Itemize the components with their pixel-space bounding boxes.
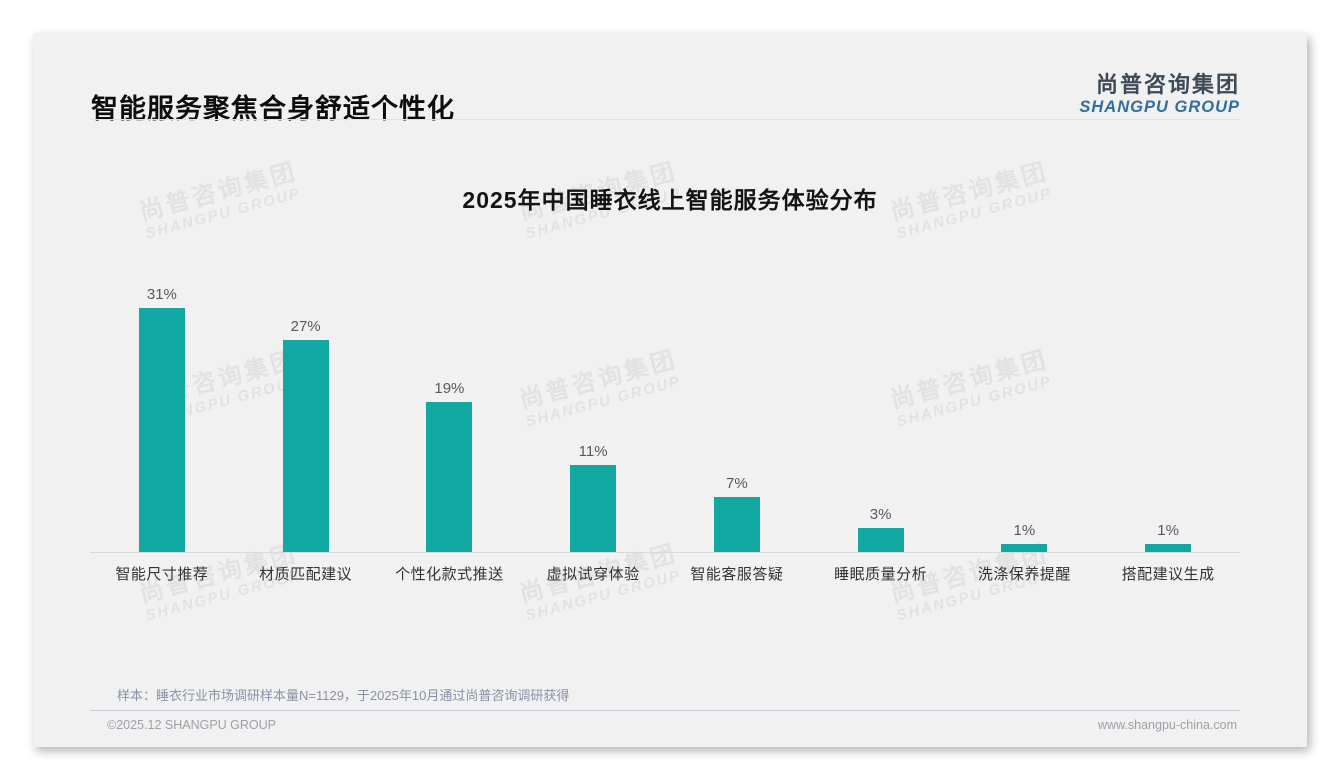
- category-label: 虚拟试穿体验: [546, 566, 640, 583]
- bar-value-label: 1%: [1157, 522, 1179, 539]
- bar: [138, 308, 185, 552]
- category-label: 睡眠质量分析: [834, 566, 928, 583]
- bar-column: 27%: [234, 318, 378, 552]
- category-label: 智能尺寸推荐: [115, 566, 209, 583]
- category-label: 材质匹配建议: [259, 566, 353, 583]
- bar-column: 7%: [665, 475, 809, 552]
- bar: [282, 340, 329, 552]
- category-label: 搭配建议生成: [1121, 566, 1215, 583]
- logo-text-en: SHANGPU GROUP: [1079, 98, 1240, 117]
- bar-value-label: 11%: [578, 443, 608, 460]
- bar: [857, 528, 904, 552]
- x-axis-labels: 智能尺寸推荐 材质匹配建议 个性化款式推送 虚拟试穿体验 智能客服答疑 睡眠质量分析 洗涤保…: [90, 563, 1240, 584]
- bar: [713, 497, 760, 552]
- bar: [1145, 544, 1192, 552]
- footer-divider: [90, 710, 1240, 711]
- bar-column: 19%: [378, 380, 522, 552]
- bar: [1001, 544, 1048, 552]
- chart-title: 2025年中国睡衣线上智能服务体验分布: [462, 187, 878, 213]
- bar-value-label: 27%: [290, 318, 321, 335]
- sample-note: 样本：睡衣行业市场调研样本量N=1129，于2025年10月通过尚普咨询调研获得: [117, 688, 570, 703]
- slide-card: 尚普咨询集团 SHANGPU GROUP 尚普咨询集团 SHANGPU GROUP 尚普…: [33, 33, 1307, 747]
- bar: [426, 402, 473, 552]
- bar-value-label: 31%: [146, 286, 177, 303]
- footer-row: ©2025.12 SHANGPU GROUP www.shangpu-china…: [107, 718, 1237, 732]
- bar-column: 1%: [953, 522, 1097, 552]
- company-logo: 尚普咨询集团 SHANGPU GROUP: [1079, 72, 1240, 117]
- category-label: 洗涤保养提醒: [977, 566, 1071, 583]
- title-divider: [90, 119, 1240, 120]
- category-label: 智能客服答疑: [690, 566, 784, 583]
- bar-value-label: 3%: [869, 506, 892, 523]
- bar-column: 11%: [521, 443, 665, 552]
- bar: [570, 465, 617, 552]
- bar-value-label: 19%: [434, 380, 465, 397]
- category-label: 个性化款式推送: [395, 566, 504, 583]
- bar-column: 31%: [90, 286, 234, 552]
- bar-column: 3%: [809, 506, 953, 552]
- bar-column: 1%: [1096, 522, 1240, 552]
- website-text: www.shangpu-china.com: [1098, 718, 1237, 732]
- bar-value-label: 1%: [1013, 522, 1036, 539]
- bar-chart-plot: 31% 27% 19% 11% 7% 3% 1% 1%: [90, 253, 1240, 553]
- copyright-text: ©2025.12 SHANGPU GROUP: [107, 718, 276, 732]
- logo-text-cn: 尚普咨询集团: [1095, 72, 1240, 97]
- bar-value-label: 7%: [726, 475, 748, 492]
